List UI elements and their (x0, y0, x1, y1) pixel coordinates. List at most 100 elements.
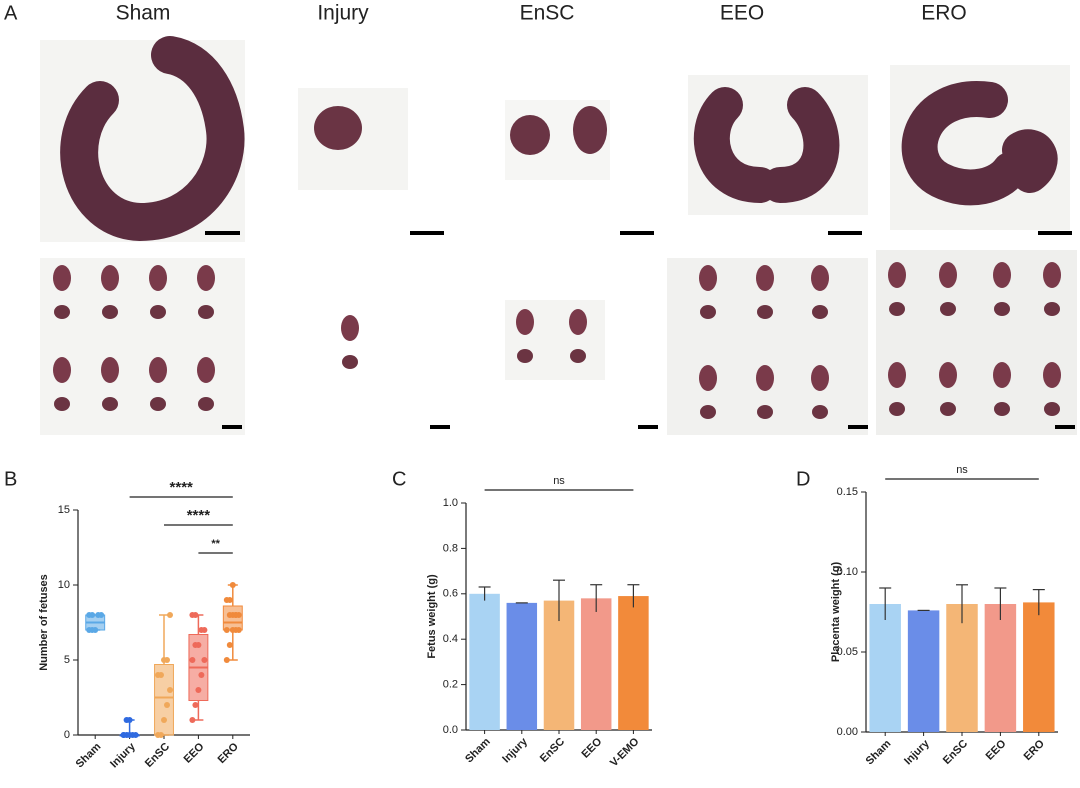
data-point (201, 627, 208, 633)
uterus (573, 106, 607, 154)
data-point (158, 732, 164, 738)
placenta (757, 405, 773, 419)
placenta (812, 405, 828, 419)
data-point (195, 687, 202, 693)
group-label: EEO (720, 2, 764, 25)
fetus (1043, 362, 1061, 388)
panel-label: B (4, 468, 17, 490)
fetus (993, 262, 1011, 288)
placenta (940, 302, 956, 316)
placenta (54, 397, 70, 411)
placenta (102, 305, 118, 319)
photo (876, 250, 1077, 435)
panel-label: A (4, 2, 18, 24)
y-axis-title: Fetus weight (g) (426, 574, 438, 659)
data-point (232, 612, 239, 618)
group-label: EnSC (520, 2, 575, 25)
placenta (54, 305, 70, 319)
placenta (342, 355, 358, 369)
placenta (198, 305, 214, 319)
bar (469, 593, 500, 730)
data-point (92, 627, 99, 633)
fetus (888, 262, 906, 288)
y-tick-label: 0.4 (443, 633, 458, 645)
fetus (756, 365, 774, 391)
panel-label: D (796, 468, 810, 490)
placenta (940, 402, 956, 416)
placenta (889, 302, 905, 316)
data-point (223, 627, 230, 633)
fetus (811, 265, 829, 291)
uterus (510, 115, 550, 155)
placenta (1044, 402, 1060, 416)
y-tick-label: 0.6 (443, 588, 458, 600)
fetus (1043, 262, 1061, 288)
y-axis-title: Number of fetuses (38, 574, 50, 671)
placenta (700, 305, 716, 319)
bar (907, 610, 940, 732)
fetus (53, 357, 71, 383)
group-label: Sham (116, 2, 171, 25)
data-point (161, 717, 167, 723)
bar (580, 598, 612, 730)
data-point (89, 612, 96, 618)
fetus (699, 265, 717, 291)
data-point (192, 702, 199, 708)
photo (40, 258, 245, 435)
bar (946, 604, 978, 732)
bar (1023, 602, 1055, 732)
y-tick-label: 15 (58, 504, 70, 516)
fetus (939, 262, 957, 288)
panel-label: C (392, 468, 406, 490)
fetus (149, 265, 167, 291)
fetus (197, 357, 215, 383)
fetus (516, 309, 534, 335)
fetus (341, 315, 359, 341)
placenta (994, 402, 1010, 416)
significance-label: ns (553, 475, 565, 487)
significance-label: **** (170, 479, 194, 496)
bar (506, 602, 538, 730)
data-point (195, 642, 202, 648)
placenta (198, 397, 214, 411)
significance-label: ** (211, 538, 220, 550)
uterus (693, 87, 840, 203)
fetus (756, 265, 774, 291)
fetus (699, 365, 717, 391)
y-tick-label: 1.0 (443, 497, 458, 509)
placenta (994, 302, 1010, 316)
placenta (889, 402, 905, 416)
data-point (226, 642, 233, 648)
fetus (149, 357, 167, 383)
y-tick-label: 0 (64, 729, 70, 741)
data-point (98, 612, 105, 618)
fetus (569, 309, 587, 335)
placenta (757, 305, 773, 319)
data-point (223, 657, 230, 663)
bar (984, 604, 1017, 732)
significance-label: ns (956, 464, 968, 476)
data-point (189, 657, 196, 663)
y-tick-label: 0.00 (837, 726, 858, 738)
data-point (229, 582, 236, 588)
y-tick-label: 0.0 (443, 724, 458, 736)
fetus (101, 265, 119, 291)
data-point (198, 672, 205, 678)
data-point (126, 717, 133, 723)
fetus (53, 265, 71, 291)
y-tick-label: 0.10 (837, 566, 858, 578)
group-label: Injury (317, 2, 369, 25)
group-label: ERO (921, 2, 967, 25)
placenta (1044, 302, 1060, 316)
bar (543, 600, 575, 730)
placenta (150, 397, 166, 411)
placenta (517, 349, 533, 363)
placenta (102, 397, 118, 411)
y-tick-label: 5 (64, 654, 70, 666)
data-point (226, 597, 233, 603)
data-point (164, 657, 170, 663)
data-point (120, 732, 127, 738)
placenta (812, 305, 828, 319)
fetus (811, 365, 829, 391)
